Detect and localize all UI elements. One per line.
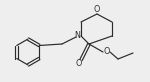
Text: N: N (74, 31, 80, 40)
Text: O: O (104, 46, 110, 56)
Text: O: O (94, 5, 100, 15)
Text: O: O (76, 60, 82, 68)
